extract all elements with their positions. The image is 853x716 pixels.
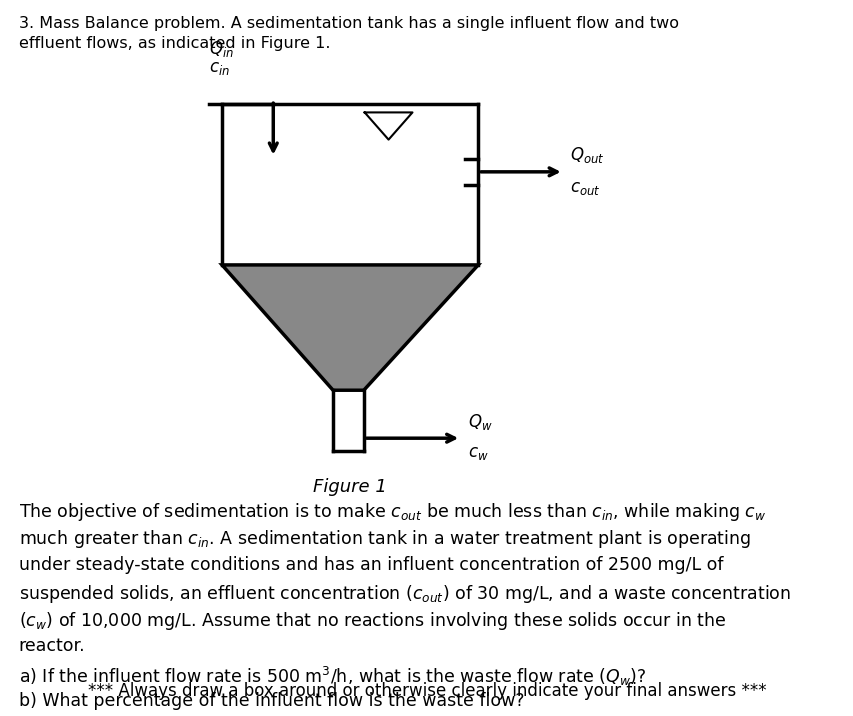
Text: Figure 1: Figure 1: [313, 478, 386, 496]
Text: ($c_w$) of 10,000 mg/L. Assume that no reactions involving these solids occur in: ($c_w$) of 10,000 mg/L. Assume that no r…: [19, 610, 726, 632]
Text: suspended solids, an effluent concentration ($c_{out}$) of 30 mg/L, and a waste : suspended solids, an effluent concentrat…: [19, 583, 790, 605]
Text: The objective of sedimentation is to make $c_{out}$ be much less than $c_{in}$, : The objective of sedimentation is to mak…: [19, 501, 765, 523]
Text: a) If the influent flow rate is 500 m$^3$/h, what is the waste flow rate ($Q_w$): a) If the influent flow rate is 500 m$^3…: [19, 664, 646, 687]
Text: effluent flows, as indicated in Figure 1.: effluent flows, as indicated in Figure 1…: [19, 36, 330, 51]
Text: $Q_w$: $Q_w$: [467, 412, 492, 432]
Text: $c_w$: $c_w$: [467, 444, 488, 462]
Text: much greater than $c_{in}$. A sedimentation tank in a water treatment plant is o: much greater than $c_{in}$. A sedimentat…: [19, 528, 750, 551]
Text: 3. Mass Balance problem. A sedimentation tank has a single influent flow and two: 3. Mass Balance problem. A sedimentation…: [19, 16, 678, 31]
Text: b) What percentage of the influent flow is the waste flow?: b) What percentage of the influent flow …: [19, 692, 524, 710]
Text: *** Always draw a box around or otherwise clearly indicate your final answers **: *** Always draw a box around or otherwis…: [88, 682, 765, 700]
Text: reactor.: reactor.: [19, 637, 85, 655]
Polygon shape: [222, 265, 478, 390]
Text: $c_{in}$: $c_{in}$: [209, 59, 230, 77]
Text: $Q_{out}$: $Q_{out}$: [570, 145, 604, 165]
Text: under steady-state conditions and has an influent concentration of 2500 mg/L of: under steady-state conditions and has an…: [19, 556, 722, 574]
Text: $Q_{in}$: $Q_{in}$: [209, 39, 234, 59]
Text: $c_{out}$: $c_{out}$: [570, 179, 601, 197]
